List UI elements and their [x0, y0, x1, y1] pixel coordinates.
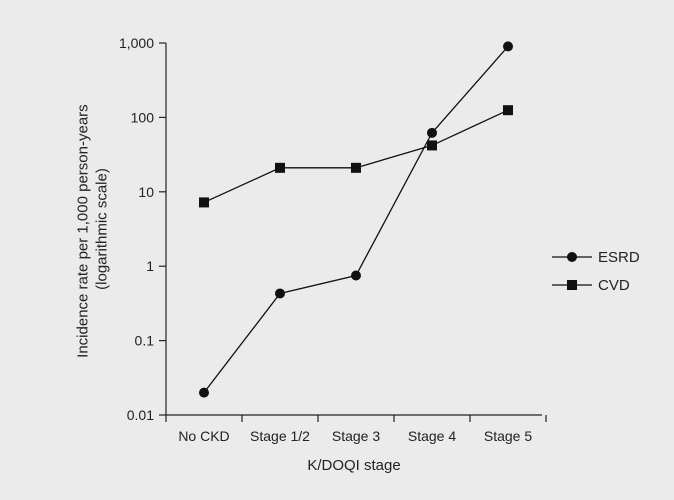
- series-cvd-point-4: [503, 105, 513, 116]
- series-group: [199, 41, 513, 398]
- x-tick-label-1: Stage 1/2: [250, 428, 310, 444]
- series-cvd-point-0: [199, 197, 209, 208]
- y-tick-label-1: 0.1: [135, 333, 155, 349]
- y-tick-label-2: 1: [146, 258, 154, 274]
- legend-esrd-label: ESRD: [598, 249, 640, 266]
- y-axis-title-line-2: (logarithmic scale): [93, 168, 110, 290]
- axes: [165, 43, 542, 416]
- series-cvd: [199, 105, 513, 208]
- x-axis-title: K/DOQI stage: [307, 457, 400, 474]
- series-esrd-point-3: [427, 127, 437, 138]
- legend-esrd-marker: [567, 252, 577, 262]
- series-cvd-point-3: [427, 140, 437, 151]
- legend-cvd-label: CVD: [598, 277, 630, 294]
- y-tick-label-4: 100: [131, 109, 155, 125]
- y-tick-label-3: 10: [138, 184, 154, 200]
- series-esrd-line: [203, 45, 509, 393]
- y-axis-title-line-1: Incidence rate per 1,000 person-years: [75, 104, 92, 357]
- x-tick-label-4: Stage 5: [484, 428, 532, 444]
- y-tick-label-0: 0.01: [127, 407, 154, 423]
- series-esrd-point-4: [503, 41, 513, 52]
- x-tick-label-3: Stage 4: [408, 428, 456, 444]
- legend: ESRD CVD: [552, 249, 640, 294]
- y-tick-label-5: 1,000: [119, 35, 154, 51]
- series-esrd-point-1: [275, 288, 285, 299]
- series-cvd-point-1: [275, 162, 285, 173]
- series-esrd-point-2: [351, 270, 361, 281]
- series-cvd-line: [203, 109, 509, 204]
- series-esrd: [199, 41, 513, 398]
- x-tick-label-0: No CKD: [178, 428, 229, 444]
- y-axis-title: Incidence rate per 1,000 person-years (l…: [75, 100, 111, 358]
- series-cvd-point-2: [351, 162, 361, 173]
- x-tick-label-2: Stage 3: [332, 428, 380, 444]
- series-esrd-point-0: [199, 387, 209, 398]
- x-ticks: No CKD Stage 1/2 Stage 3 Stage 4 Stage 5: [165, 415, 547, 444]
- legend-cvd-marker: [567, 280, 577, 290]
- y-ticks: 0.01 0.1 1 10 100 1,000: [119, 35, 166, 423]
